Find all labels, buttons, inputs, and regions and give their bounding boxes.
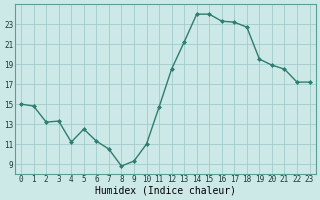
X-axis label: Humidex (Indice chaleur): Humidex (Indice chaleur) bbox=[95, 186, 236, 196]
